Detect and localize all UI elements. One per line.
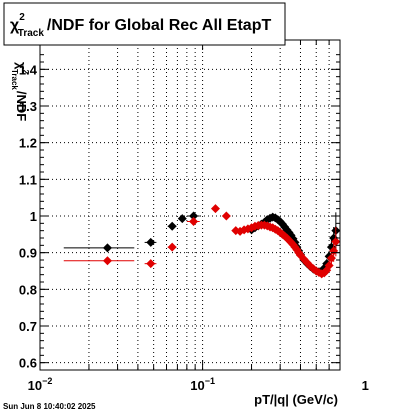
y-tick-label: 1.2: [19, 136, 37, 151]
grid-layer: [39, 40, 340, 370]
series-1: [63, 204, 341, 279]
y-tick-label: 0.9: [19, 246, 37, 261]
data-point: [102, 256, 112, 266]
title-box: [3, 2, 286, 46]
series-0: [63, 211, 341, 277]
timestamp: Sun Jun 8 10:40:02 2025: [3, 402, 96, 411]
y-tick-label: 0.6: [19, 356, 37, 371]
data-point: [247, 223, 257, 233]
data-point: [189, 217, 199, 226]
data-point: [177, 214, 187, 224]
y-axis-label: χ2Track/NDF: [10, 62, 30, 121]
data-point: [189, 211, 199, 221]
y-tick-label: 1.4: [19, 62, 38, 77]
x-tick-label: 1: [362, 378, 369, 393]
plot-frame: [39, 39, 341, 371]
data-point: [167, 242, 177, 252]
data-point: [167, 221, 177, 231]
data-point: [146, 259, 156, 269]
y-tick-label: 1.3: [19, 99, 37, 114]
data-point: [221, 211, 231, 221]
y-tick-label: 0.7: [19, 319, 37, 334]
y-tick-label: 0.8: [19, 282, 37, 297]
data-point: [331, 237, 341, 247]
data-point: [210, 204, 220, 214]
x-tick-label: 10−1: [190, 376, 215, 393]
x-tick-label: 10−2: [28, 376, 53, 393]
y-tick-label: 1: [30, 209, 37, 224]
data-point: [146, 237, 156, 247]
x-axis-label: pT/|q| (GeV/c): [254, 392, 338, 407]
tick-layer: 0.6 0.7 0.8 0.9 1 1.1 1.2 1.3 1.4 10−2 10−1 1: [19, 40, 369, 393]
series-layer: [63, 204, 341, 279]
y-tick-label: 1.1: [19, 172, 37, 187]
chart-title: χ2 Track/NDF for Global Rec All EtapT: [10, 12, 271, 39]
data-point: [102, 243, 112, 253]
